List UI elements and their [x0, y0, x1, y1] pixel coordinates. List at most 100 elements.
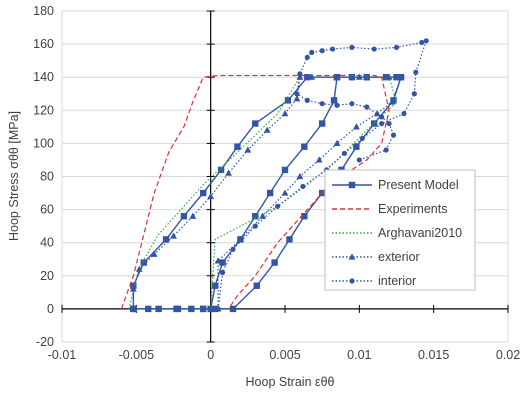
data-point-present-model — [211, 305, 219, 313]
data-point-interior — [309, 49, 315, 55]
y-tick-label: 160 — [33, 37, 54, 51]
data-point-present-model — [217, 166, 225, 174]
legend-marker-interior — [349, 278, 355, 284]
data-point-interior — [300, 183, 306, 190]
data-point-exterior — [281, 110, 289, 117]
data-point-present-model — [301, 143, 308, 150]
data-point-present-model — [211, 282, 219, 289]
data-point-present-model — [219, 259, 226, 266]
legend: Present Model Experiments Arghavani2010 ext… — [324, 169, 476, 291]
data-point-interior — [411, 91, 417, 97]
data-point-present-model — [371, 120, 378, 127]
legend-item-arghavani2010: Arghavani2010 — [332, 226, 462, 240]
data-point-present-model — [174, 305, 182, 313]
data-point-interior — [364, 104, 370, 110]
data-point-present-model — [363, 74, 370, 81]
data-point-interior — [386, 120, 392, 127]
data-point-present-model — [348, 74, 356, 81]
legend-item-experiments: Experiments — [332, 202, 447, 216]
data-point-exterior — [214, 257, 222, 264]
legend-label-experiments: Experiments — [378, 202, 447, 216]
data-point-exterior — [333, 73, 341, 80]
data-point-present-model — [271, 259, 278, 266]
data-point-interior — [334, 102, 340, 108]
data-point-exterior — [170, 232, 177, 239]
data-point-interior — [401, 111, 407, 117]
series-line-experiments — [120, 74, 390, 310]
data-point-interior — [393, 44, 400, 51]
data-point-present-model — [140, 259, 147, 266]
legend-marker-present-model — [348, 181, 356, 189]
y-tick-label: 40 — [40, 236, 54, 250]
legend-item-exterior: exterior — [332, 250, 420, 264]
data-point-exterior — [308, 73, 316, 80]
data-point-exterior — [207, 192, 215, 199]
data-point-interior — [379, 114, 385, 120]
y-tick-label: 20 — [40, 269, 54, 283]
data-point-exterior — [352, 123, 360, 130]
x-tick-label: 0.01 — [347, 348, 371, 362]
x-tick-label: 0.02 — [496, 348, 520, 362]
data-point-exterior — [189, 212, 197, 219]
y-tick-label: 80 — [40, 170, 54, 184]
data-point-interior — [341, 150, 348, 156]
series-interior — [215, 38, 429, 312]
data-point-interior — [304, 54, 310, 60]
data-point-exterior — [315, 156, 323, 163]
data-point-interior — [297, 71, 303, 77]
data-point-present-model — [253, 282, 260, 289]
data-point-interior — [274, 203, 281, 209]
data-point-interior — [349, 101, 355, 107]
x-axis-title: Hoop Strain εθθ — [246, 375, 335, 389]
y-tick-label: 0 — [47, 302, 54, 316]
y-axis-title: Hoop Stress σθθ [MPa] — [7, 111, 21, 241]
data-point-interior — [215, 306, 221, 312]
data-point-present-model — [234, 143, 241, 150]
grid-lines — [62, 10, 508, 343]
legend-box — [324, 169, 476, 291]
data-point-present-model — [200, 305, 207, 313]
data-point-exterior — [333, 139, 341, 146]
data-point-interior — [230, 246, 236, 252]
data-point-interior — [294, 91, 300, 97]
legend-label-interior: interior — [378, 274, 416, 288]
y-tick-label: -20 — [36, 335, 54, 349]
x-tick-label: 0.005 — [269, 348, 300, 362]
y-tick-label: 60 — [40, 203, 54, 217]
data-point-present-model — [188, 305, 195, 313]
data-point-present-model — [180, 213, 188, 220]
data-point-exterior — [259, 212, 267, 219]
x-tick-label: 0 — [207, 348, 214, 362]
data-point-exterior — [385, 73, 393, 80]
data-point-present-model — [301, 213, 308, 220]
x-tick-label: -0.01 — [48, 348, 77, 362]
data-point-exterior — [296, 172, 304, 180]
data-point-interior — [413, 69, 419, 75]
data-point-interior — [390, 132, 397, 138]
series-exterior — [129, 73, 405, 312]
data-point-exterior — [129, 305, 137, 312]
data-point-interior — [319, 101, 325, 107]
data-point-exterior — [135, 265, 143, 272]
series-group — [120, 38, 429, 313]
data-point-interior — [371, 46, 377, 52]
data-point-present-model — [304, 74, 311, 81]
tick-labels: -20 0 20 40 60 80 100 120 140 160 180 -0.01 -0.005 0 0… — [33, 4, 520, 362]
legend-label-exterior: exterior — [378, 250, 420, 264]
data-point-exterior — [150, 250, 158, 257]
data-point-interior — [304, 97, 310, 103]
data-point-exterior — [244, 146, 252, 153]
data-point-present-model — [145, 305, 152, 313]
series-line-arghavani2010 — [128, 76, 398, 310]
data-point-present-model — [281, 166, 289, 174]
y-tick-label: 140 — [33, 70, 54, 84]
data-point-interior — [423, 38, 429, 44]
data-point-interior — [349, 44, 355, 51]
data-point-interior — [359, 135, 365, 142]
data-point-interior — [319, 48, 325, 54]
data-point-present-model — [252, 120, 259, 127]
data-point-interior — [219, 269, 226, 276]
y-tick-label: 120 — [33, 103, 54, 117]
data-point-present-model — [252, 213, 259, 220]
